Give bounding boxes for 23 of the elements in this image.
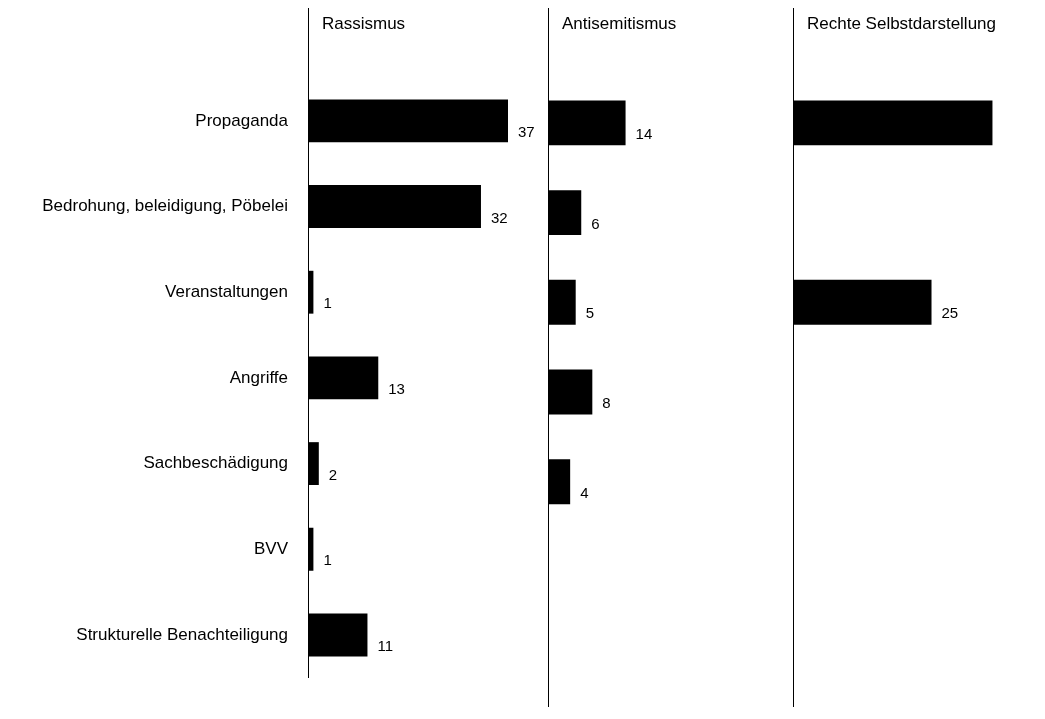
chart-title: Antisemitismus (562, 14, 677, 34)
data-label: 1 (323, 551, 332, 569)
data-label: 11 (377, 637, 394, 655)
data-label: 32 (490, 208, 508, 226)
data-label: 37 (518, 122, 535, 140)
y-tick-label: Sachbeschädigung (143, 453, 288, 473)
y-tick-label: Propaganda (195, 110, 289, 130)
data-label: 6 (591, 214, 600, 232)
chart-title: Rechte Selbstdarstellung (807, 14, 997, 34)
y-tick-label: BVV (253, 538, 289, 558)
chart-title: Rassismus (322, 14, 406, 34)
data-label: 2 (328, 465, 338, 483)
data-label: 25 (941, 304, 959, 322)
data-label: 14 (635, 125, 653, 142)
data-label: 1 (323, 294, 332, 312)
data-label: 8 (602, 394, 611, 412)
y-tick-label: Veranstaltungen (165, 281, 288, 301)
y-tick-label: Bedrohung, beleidigung, Pöbelei (42, 196, 288, 216)
y-tick-label: Strukturelle Benachteiligung (76, 624, 288, 644)
data-label: 5 (585, 304, 595, 322)
y-tick-label: Angriffe (229, 367, 288, 387)
data-label: 13 (388, 380, 405, 398)
data-label: 4 (580, 483, 589, 501)
